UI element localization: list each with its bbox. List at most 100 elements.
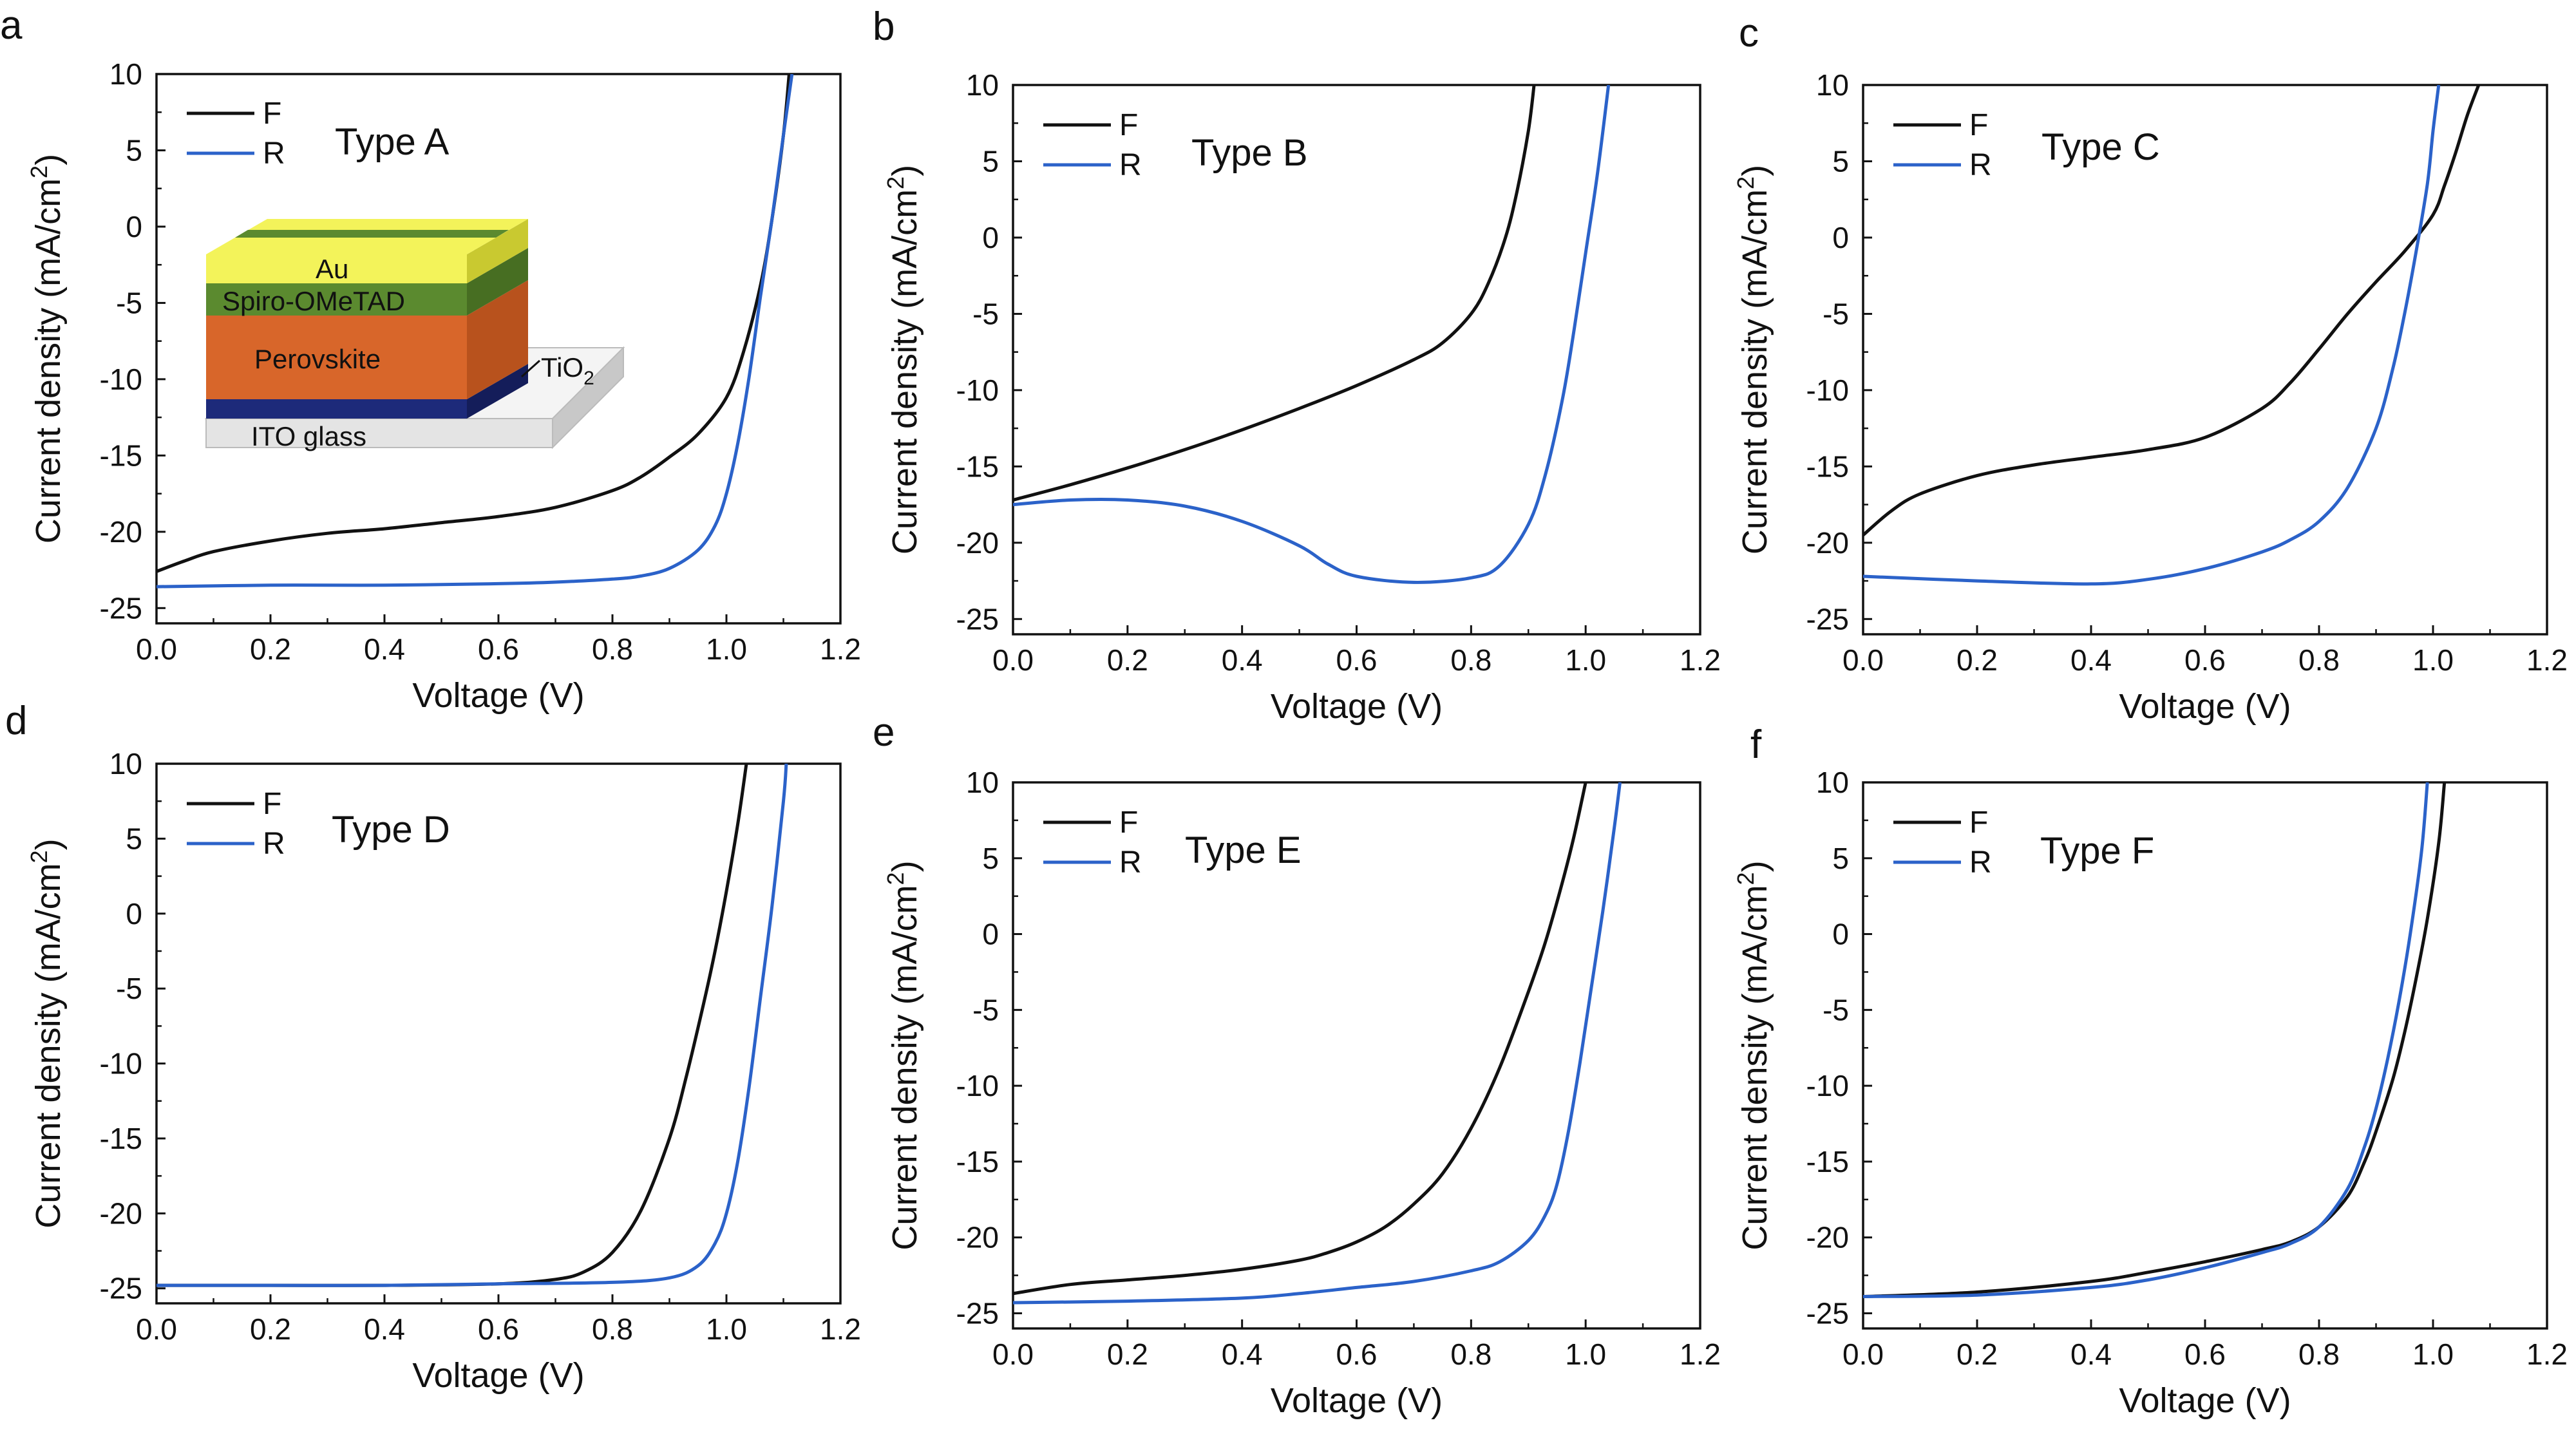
series-line-R (156, 74, 794, 589)
x-tick-label: 1.2 (2526, 643, 2568, 677)
x-tick-label: 0.8 (2298, 1337, 2340, 1371)
y-axis-label: Current density (mA/cm2) (26, 154, 68, 543)
series-line-F (1863, 782, 2447, 1298)
y-axis-label-main: Current density (mA/cm (1736, 189, 1774, 554)
panel-a: a 0.0 0.2 0.4 0.6 0.8 1.0 1.2 -25 -20 -15 -10 -5 0 5 10… (0, 3, 861, 715)
panel-d: d 0.0 0.2 0.4 0.6 0.8 1.0 1.2 -25 -20 -15 -10 -5 0 5 10… (5, 699, 861, 1395)
y-tick-label: 10 (966, 68, 999, 102)
legend-entry: R (1119, 845, 1142, 880)
y-tick-label: -15 (100, 1122, 142, 1155)
x-tick-label: 1.2 (2526, 1337, 2568, 1371)
legend-entry: R (263, 827, 285, 861)
y-tick-label: -15 (956, 1145, 999, 1178)
panel-letter: a (0, 3, 23, 48)
y-tick-label: -5 (116, 286, 142, 319)
y-axis-label: Current density (mA/cm2) (882, 860, 924, 1250)
perovskite-layer-front (206, 316, 467, 399)
y-axis-label-end: ) (29, 838, 68, 850)
y-axis-label-end: ) (1736, 860, 1774, 872)
y-tick-label: 10 (966, 766, 999, 799)
y-tick-label: -5 (116, 972, 142, 1005)
panel-letter: f (1750, 722, 1762, 767)
plot-frame (155, 762, 842, 1305)
x-tick-label: 0.4 (2070, 643, 2112, 677)
plot-frame (1862, 781, 2548, 1330)
y-axis-label: Current density (mA/cm2) (26, 838, 68, 1228)
legend-entry: F (1969, 108, 1988, 142)
x-axis-label: Voltage (V) (2119, 1381, 2291, 1420)
y-tick-label: -25 (100, 1272, 142, 1305)
device-type-label: Type C (2041, 126, 2160, 168)
y-tick-label: -15 (1806, 449, 1849, 483)
y-tick-label: 0 (126, 210, 142, 243)
x-tick-label: 0.2 (1956, 643, 1998, 677)
y-tick-label: -5 (972, 993, 999, 1026)
legend-entry: F (1119, 108, 1138, 142)
y-tick-label: 0 (982, 918, 999, 951)
panel-b: b 0.0 0.2 0.4 0.6 0.8 1.0 1.2 -25 -20 -15 -10 -5 0 5 10… (873, 5, 1721, 726)
y-axis-label-superscript: 2 (1732, 872, 1759, 885)
y-tick-label: -5 (1823, 297, 1849, 330)
x-axis-label: Voltage (V) (1271, 1381, 1443, 1420)
x-tick-label: 0.6 (2184, 643, 2226, 677)
x-tick-label: 0.6 (1336, 1337, 1378, 1371)
x-tick-label: 1.0 (2412, 643, 2454, 677)
y-tick-label: -15 (100, 439, 142, 472)
plot-frame (1012, 781, 1701, 1330)
x-tick-label: 1.0 (706, 632, 747, 666)
y-tick-label: -15 (1806, 1145, 1849, 1178)
y-tick-label: 10 (109, 747, 142, 780)
x-axis-label: Voltage (V) (1271, 687, 1443, 726)
device-type-label: Type A (335, 121, 450, 163)
x-tick-label: 0.0 (136, 1312, 177, 1346)
tio2-layer-front (206, 399, 467, 419)
y-tick-label: 5 (1832, 144, 1849, 178)
x-tick-label: 0.4 (364, 1312, 405, 1346)
x-tick-label: 0.2 (1107, 1337, 1148, 1371)
y-tick-label: -25 (956, 602, 999, 636)
y-axis-label: Current density (mA/cm2) (1732, 860, 1774, 1250)
y-tick-label: -25 (1806, 1296, 1849, 1330)
series-line-R (1863, 782, 2429, 1298)
y-tick-label: 0 (1832, 918, 1849, 951)
y-tick-label: -10 (100, 1047, 142, 1081)
series-line-R (1863, 85, 2441, 586)
x-tick-label: 1.2 (820, 1312, 861, 1346)
y-axis-label-main: Current density (mA/cm (1736, 885, 1774, 1250)
legend-entry: R (1119, 148, 1142, 182)
legend-entry: R (263, 137, 285, 171)
x-tick-label: 1.2 (1680, 643, 1721, 677)
y-tick-label: -5 (972, 297, 999, 330)
x-tick-label: 0.2 (250, 1312, 291, 1346)
x-tick-label: 0.0 (1842, 1337, 1884, 1371)
y-tick-label: -10 (956, 1069, 999, 1102)
y-axis-label-superscript: 2 (882, 872, 909, 885)
x-tick-label: 0.4 (2070, 1337, 2112, 1371)
y-tick-label: -20 (956, 526, 999, 560)
series-line-R (1013, 782, 1622, 1305)
panel-letter: c (1739, 11, 1759, 55)
device-type-label: Type F (2040, 830, 2154, 872)
x-tick-label: 0.6 (478, 632, 519, 666)
y-tick-label: -20 (1806, 1221, 1849, 1254)
x-tick-label: 0.6 (2184, 1337, 2226, 1371)
y-axis-label-main: Current density (mA/cm (29, 863, 68, 1228)
tio2-layer-side (467, 364, 528, 419)
inset-label-au: Au (316, 254, 348, 284)
series-line-F (1013, 782, 1587, 1296)
y-tick-label: -15 (956, 449, 999, 483)
x-tick-label: 0.2 (1107, 643, 1148, 677)
x-tick-label: 1.2 (820, 632, 861, 666)
x-tick-label: 1.0 (2412, 1337, 2454, 1371)
x-tick-label: 0.0 (1842, 643, 1884, 677)
x-tick-label: 0.0 (136, 632, 177, 666)
spiro-layer-front (206, 283, 467, 316)
x-axis-label: Voltage (V) (412, 1356, 584, 1395)
legend-entry: F (263, 97, 281, 131)
x-tick-label: 1.0 (1565, 1337, 1606, 1371)
y-tick-label: -5 (1823, 993, 1849, 1026)
y-axis-label: Current density (mA/cm2) (1732, 165, 1774, 554)
y-tick-label: -20 (100, 1196, 142, 1230)
y-axis-label-superscript: 2 (882, 176, 909, 189)
